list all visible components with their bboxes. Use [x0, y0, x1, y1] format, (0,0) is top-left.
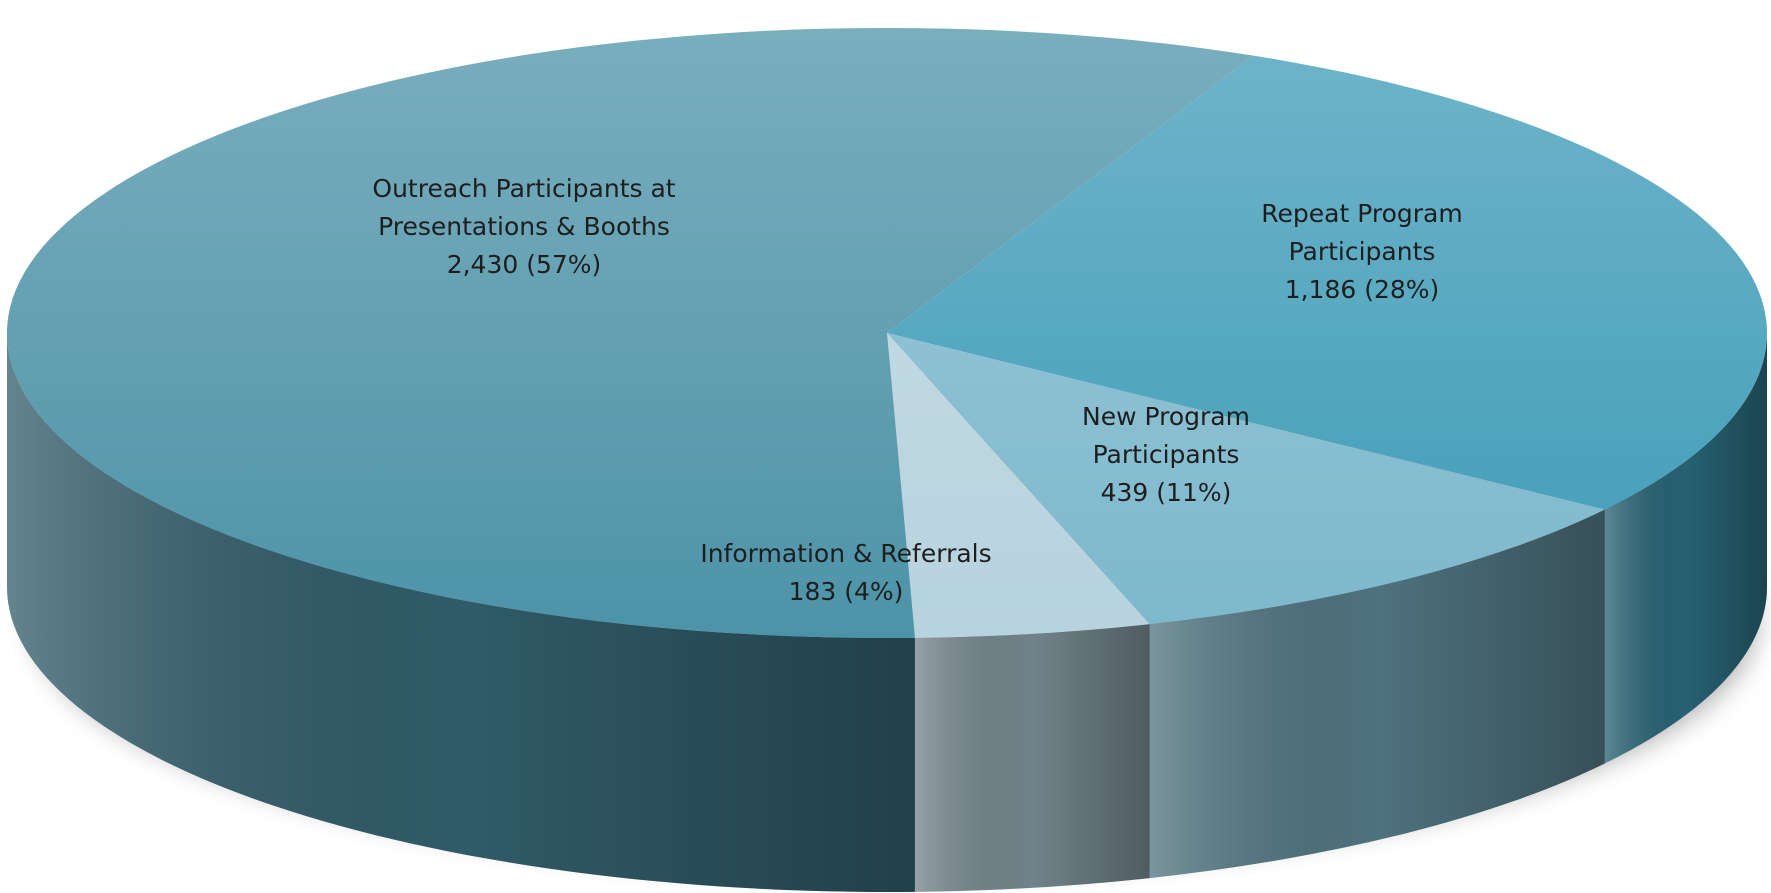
value-label: 439 (11%)	[1100, 478, 1232, 507]
value-label: 2,430 (57%)	[446, 250, 602, 279]
category-label: Information & Referrals	[700, 539, 992, 568]
category-label: Repeat Program Participants	[1261, 199, 1463, 266]
value-label: 1,186 (28%)	[1284, 275, 1440, 304]
category-label: New Program Participants	[1082, 402, 1250, 469]
category-label: Outreach Participants at Presentations &…	[372, 174, 676, 241]
side-shade	[914, 624, 1150, 892]
label-group: Outreach Participants at Presentations &…	[349, 170, 699, 284]
label-group: New Program Participants 439 (11%)	[1056, 398, 1276, 512]
value-label: 183 (4%)	[788, 577, 904, 606]
label-group: Repeat Program Participants 1,186 (28%)	[1242, 195, 1482, 309]
label-group: Information & Referrals 183 (4%)	[636, 535, 1056, 611]
